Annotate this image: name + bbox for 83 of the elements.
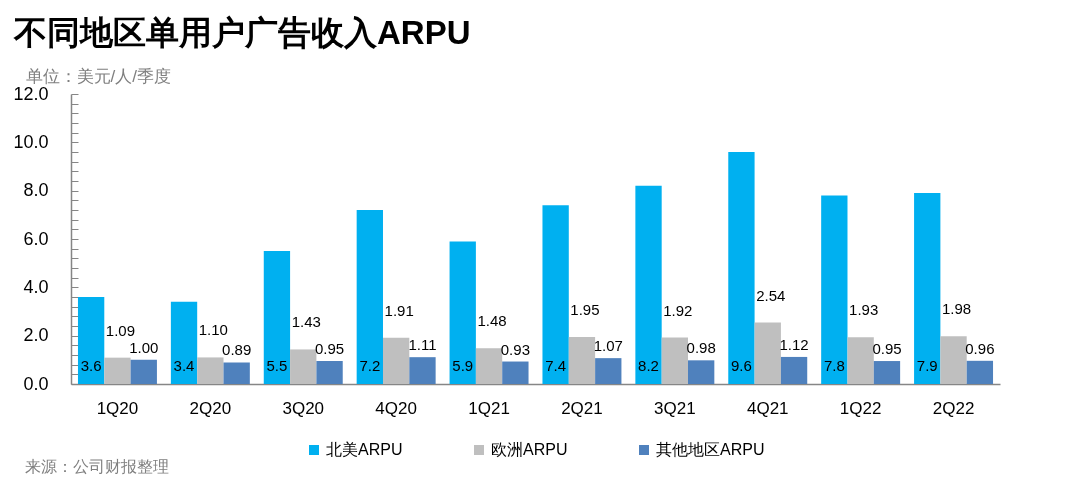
bar xyxy=(847,337,874,384)
bar xyxy=(688,360,715,384)
data-label: 1.07 xyxy=(593,337,623,355)
data-label: 1.09 xyxy=(105,321,136,339)
bar xyxy=(780,356,808,384)
data-label: 0.98 xyxy=(686,339,716,357)
bar xyxy=(316,361,343,384)
legend-label: 欧洲ARPU xyxy=(491,441,568,458)
legend-label: 其他地区ARPU xyxy=(656,441,765,458)
data-label: 1.48 xyxy=(477,312,507,330)
y-tick-label: 8.0 xyxy=(23,180,49,201)
y-tick-label: 10.0 xyxy=(13,131,49,152)
bar xyxy=(542,205,569,384)
x-tick-label: 1Q20 xyxy=(96,398,139,418)
bar xyxy=(475,348,503,384)
bar xyxy=(382,337,410,384)
data-label: 0.95 xyxy=(872,340,902,358)
data-label: 1.91 xyxy=(384,301,414,319)
y-tick-label: 12.0 xyxy=(13,83,49,104)
bar xyxy=(77,297,105,384)
data-label: 9.6 xyxy=(731,357,752,374)
chart-title: 不同地区单用户广告收入ARPU xyxy=(13,14,471,51)
data-label: 3.4 xyxy=(173,357,195,374)
data-label: 0.89 xyxy=(222,341,252,359)
x-tick-label: 4Q21 xyxy=(746,398,789,418)
bar xyxy=(754,322,781,384)
y-tick-label: 6.0 xyxy=(23,228,49,249)
data-label: 0.93 xyxy=(500,340,530,358)
data-label: 1.95 xyxy=(570,300,600,318)
x-tick-label: 3Q21 xyxy=(654,398,696,418)
bar xyxy=(635,185,662,384)
bar xyxy=(821,195,848,384)
y-tick-label: 2.0 xyxy=(23,325,49,346)
data-label: 0.95 xyxy=(314,340,345,358)
data-label: 7.8 xyxy=(823,357,845,374)
x-tick-label: 4Q20 xyxy=(375,398,417,418)
data-label: 8.2 xyxy=(638,357,659,374)
bar xyxy=(728,152,755,384)
bar xyxy=(966,360,994,384)
data-label: 1.00 xyxy=(129,338,159,356)
x-tick-label: 1Q21 xyxy=(468,398,510,418)
data-label: 1.92 xyxy=(663,301,693,319)
x-tick-label: 2Q22 xyxy=(932,398,975,418)
bar xyxy=(197,357,224,384)
x-tick-label: 2Q20 xyxy=(189,398,232,418)
data-label: 7.2 xyxy=(359,357,381,374)
data-label: 1.98 xyxy=(941,300,972,318)
bar xyxy=(940,336,967,384)
bar xyxy=(568,336,596,384)
data-label: 2.54 xyxy=(756,286,786,304)
bar xyxy=(104,357,131,384)
data-label: 7.9 xyxy=(916,357,938,374)
y-tick-label: 4.0 xyxy=(23,276,49,297)
data-label: 5.5 xyxy=(266,357,288,374)
bar xyxy=(873,361,901,384)
data-label: 3.6 xyxy=(80,357,102,374)
bar xyxy=(170,301,198,384)
data-label: 5.9 xyxy=(452,357,474,374)
x-tick-label: 1Q22 xyxy=(839,398,882,418)
y-tick-label: 0.0 xyxy=(23,373,49,394)
data-label: 1.12 xyxy=(779,335,809,353)
legend-label: 北美ARPU xyxy=(326,441,403,458)
y-axis-title: 单位：美元/人/季度 xyxy=(25,66,171,86)
bar xyxy=(449,241,476,384)
data-label: 1.93 xyxy=(849,301,879,319)
bar xyxy=(502,361,529,384)
source-note: 来源：公司财报整理 xyxy=(25,457,169,477)
x-tick-label: 3Q20 xyxy=(282,398,325,418)
bar xyxy=(130,359,157,384)
bar xyxy=(661,337,689,384)
bar xyxy=(223,362,250,384)
data-label: 1.43 xyxy=(291,313,321,331)
bar xyxy=(263,251,291,384)
bar xyxy=(356,210,383,384)
data-label: 0.96 xyxy=(965,339,995,357)
bar xyxy=(914,193,941,384)
x-tick-label: 2Q21 xyxy=(561,398,603,418)
data-label: 1.10 xyxy=(198,321,228,339)
bar xyxy=(409,357,436,384)
bar xyxy=(290,349,317,384)
bar xyxy=(595,358,622,384)
data-label: 1.11 xyxy=(408,336,437,354)
data-label: 7.4 xyxy=(545,357,567,374)
